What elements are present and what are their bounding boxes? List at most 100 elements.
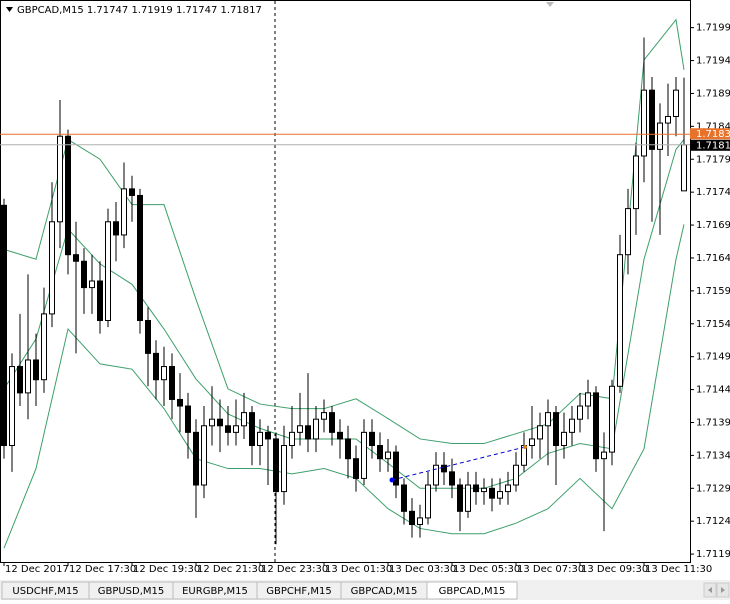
candle-body (321, 412, 327, 420)
candle-body (457, 484, 463, 512)
candle-body (17, 366, 23, 394)
candle-body (257, 431, 263, 447)
candle-body (241, 412, 247, 427)
y-tick-label: 1.71945 (696, 56, 730, 67)
candle-body (561, 431, 567, 447)
tab-label[interactable]: GBPCAD,M15 (351, 586, 418, 597)
scroll-right-arrow (721, 587, 725, 593)
candle-body (385, 451, 391, 460)
y-tick-label: 1.71695 (696, 220, 730, 231)
tab-label[interactable]: GBPUSD,M15 (98, 586, 165, 597)
candle-body (313, 418, 319, 440)
candle-body (65, 135, 71, 256)
y-tick-label: 1.71295 (696, 483, 730, 494)
y-tick-label: 1.71995 (696, 23, 730, 34)
candle-body (113, 221, 119, 236)
candle-body (545, 412, 551, 427)
plot-frame (0, 0, 691, 563)
ask-box (690, 128, 730, 140)
candle-body (201, 425, 207, 486)
candle-body (249, 412, 255, 447)
candle-body (593, 392, 599, 460)
candle-body (497, 491, 503, 499)
candle-body (209, 418, 215, 427)
candle-body (153, 352, 159, 381)
candle-body (449, 471, 455, 486)
header-open: 1.71747 (87, 5, 128, 16)
y-tick-label: 1.71645 (696, 253, 730, 264)
y-tick-label: 1.71845 (696, 121, 730, 132)
candle-body (369, 431, 375, 447)
candle-body (505, 484, 511, 493)
y-tick-label: 1.71895 (696, 88, 730, 99)
x-tick-label: 12 Dec 19:30 (133, 564, 200, 575)
candle-body (33, 359, 39, 381)
candle-body (441, 464, 447, 473)
tab-label[interactable]: EURGBP,M15 (182, 586, 248, 597)
header-high: 1.71919 (131, 5, 172, 16)
y-tick-label: 1.71795 (696, 154, 730, 165)
candle-body (193, 431, 199, 486)
candle-body (625, 208, 631, 256)
candle-body (657, 122, 663, 150)
candle-body (9, 366, 15, 447)
y-tick-label: 1.71245 (696, 516, 730, 527)
candle-body (481, 487, 487, 493)
candle-body (41, 313, 47, 381)
candle-body (89, 280, 95, 289)
candle-body (329, 412, 335, 433)
candle-body (409, 510, 415, 525)
y-tick-label: 1.71495 (696, 352, 730, 363)
candle-body (105, 221, 111, 321)
header-close: 1.71817 (221, 5, 262, 16)
symbol: GBPCAD,M15 (17, 5, 84, 16)
candle-body (489, 487, 495, 499)
candle-body (393, 451, 399, 486)
candle-body (217, 418, 223, 427)
y-tick-label: 1.71195 (696, 549, 730, 560)
symbol-tab[interactable] (426, 581, 518, 600)
candle-body (609, 385, 615, 453)
candle-body (353, 458, 359, 479)
y-tick-label: 1.71445 (696, 385, 730, 396)
y-tick-label: 1.71745 (696, 187, 730, 198)
candle-body (25, 359, 31, 394)
candle-body (49, 221, 55, 315)
tab-label[interactable]: GBPCAD,M15 (439, 586, 506, 597)
candle-body (185, 405, 191, 433)
trend-line (391, 446, 526, 481)
candle-body (73, 254, 79, 262)
tab-label[interactable]: GBPCHF,M15 (266, 586, 331, 597)
tab-label[interactable]: USDCHF,M15 (12, 586, 78, 597)
candle-body (633, 155, 639, 210)
bollinger-band (3, 139, 685, 489)
candle-body (433, 464, 439, 486)
candle-body (297, 425, 303, 433)
trend-end (523, 445, 527, 449)
candle-body (513, 464, 519, 486)
candle-body (577, 405, 583, 420)
candle-body (225, 425, 231, 433)
y-tick-label: 1.71345 (696, 450, 730, 461)
candle-body (529, 438, 535, 447)
candle-body (425, 484, 431, 519)
candle-body (673, 89, 679, 117)
bid-label: 1.71817 (696, 140, 730, 151)
x-tick-label: 12 Dec 21:30 (197, 564, 264, 575)
candle-body (377, 445, 383, 460)
bid-box (690, 139, 730, 151)
candle-body (617, 254, 623, 387)
y-tick-label: 1.71395 (696, 417, 730, 428)
ask-label: 1.71833 (696, 129, 730, 140)
menu-arrow (6, 7, 13, 12)
shift-marker (546, 2, 554, 7)
x-tick-label: 13 Dec 03:30 (389, 564, 456, 575)
x-tick-label: 12 Dec 2017 (5, 564, 69, 575)
candle-body (233, 425, 239, 433)
x-tick-label: 13 Dec 11:30 (645, 564, 712, 575)
candle-body (585, 392, 591, 407)
x-tick-label: 13 Dec 07:30 (517, 564, 584, 575)
y-tick-label: 1.71545 (696, 319, 730, 330)
